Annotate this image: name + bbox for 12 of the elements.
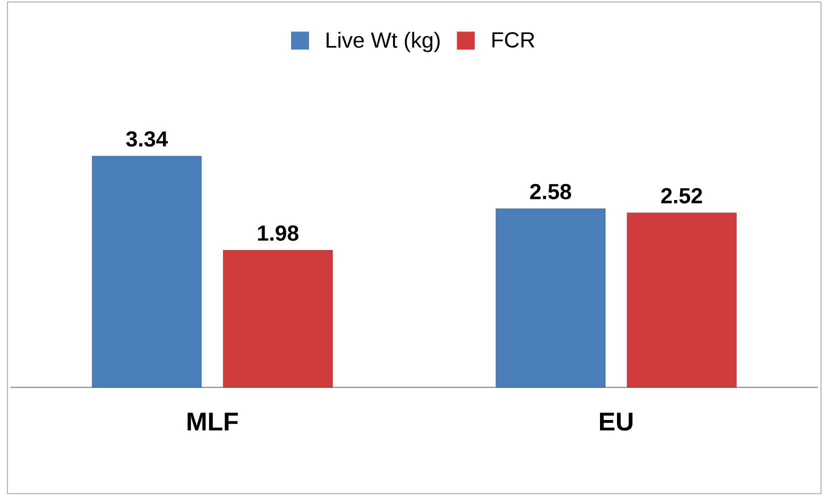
data-label: 1.98 (258, 226, 298, 242)
bar (496, 208, 606, 388)
x-tick-label: EU (600, 412, 632, 431)
bar (626, 212, 737, 388)
data-label: 3.34 (126, 131, 168, 147)
bar (223, 250, 333, 388)
data-label: 2.58 (530, 184, 572, 200)
legend-label: Live Wt (kg) (326, 32, 440, 52)
data-label: 2.52 (661, 188, 702, 204)
bar (92, 156, 202, 388)
x-tick-label: MLF (188, 412, 238, 431)
legend-label: FCR (492, 32, 534, 48)
